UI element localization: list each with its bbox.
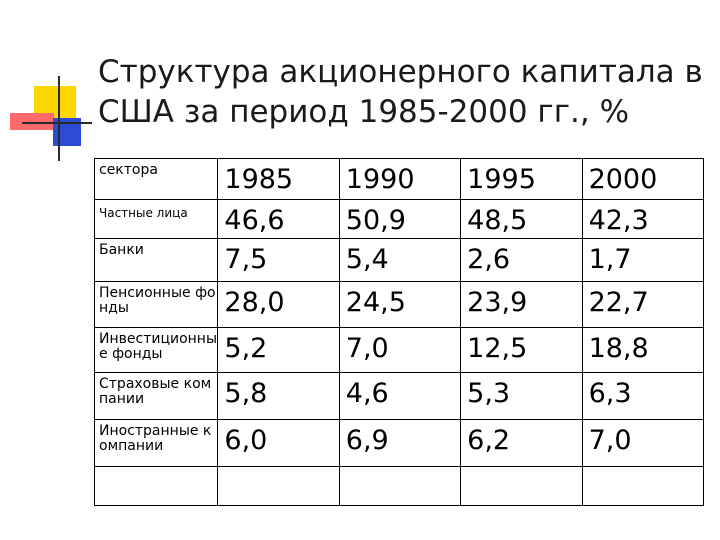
slide-title: Структура акционерного капитала в США за… xyxy=(98,52,703,132)
row-label: Частные лица xyxy=(99,206,188,220)
slide-title-line-2: США за период 1985-2000 гг., % xyxy=(98,94,630,130)
slide-title-line-1: Структура акционерного капитала в xyxy=(98,54,703,90)
row-label: Инвестиционные фонды xyxy=(99,331,217,362)
table-row-empty xyxy=(93,466,705,506)
cell-value: 5,2 xyxy=(224,333,268,364)
shareholder-structure-table: сектора 1985 1990 1995 2000 Частные лица… xyxy=(93,158,705,506)
table-row: Пенсионные фонды 28,0 24,5 23,9 22,7 xyxy=(93,281,705,328)
header-year-2000: 2000 xyxy=(588,164,658,195)
cell-value: 22,7 xyxy=(588,287,649,318)
row-label: Банки xyxy=(99,242,144,258)
cell-value: 42,3 xyxy=(588,205,649,236)
cell-value: 7,0 xyxy=(345,333,389,364)
cell-value: 12,5 xyxy=(467,333,528,364)
cell-value: 6,2 xyxy=(467,425,511,456)
cell-value: 6,9 xyxy=(345,425,389,456)
table-row: Частные лица 46,6 50,9 48,5 42,3 xyxy=(93,199,705,239)
cell-value: 5,3 xyxy=(467,378,511,409)
header-year-1995: 1995 xyxy=(467,164,536,195)
cell-value: 18,8 xyxy=(588,333,649,364)
cell-value: 48,5 xyxy=(467,205,528,236)
table-row: Страховые компании 5,8 4,6 5,3 6,3 xyxy=(93,372,705,420)
table-row: Банки 7,5 5,4 2,6 1,7 xyxy=(93,238,705,282)
cell-value: 5,8 xyxy=(224,378,268,409)
cell-value: 7,5 xyxy=(224,244,268,275)
cell-value: 6,3 xyxy=(588,378,632,409)
cell-value: 50,9 xyxy=(345,205,406,236)
cell-value: 5,4 xyxy=(345,244,389,275)
cell-value: 2,6 xyxy=(467,244,511,275)
table-row: Иностранные компании 6,0 6,9 6,2 7,0 xyxy=(93,419,705,467)
table-row: Инвестиционные фонды 5,2 7,0 12,5 18,8 xyxy=(93,327,705,373)
decor-vertical-line xyxy=(58,76,60,161)
header-sector: сектора xyxy=(99,162,158,178)
row-label: Пенсионные фонды xyxy=(99,285,216,316)
cell-value: 4,6 xyxy=(345,378,389,409)
cell-value: 24,5 xyxy=(345,287,406,318)
header-year-1990: 1990 xyxy=(345,164,415,195)
decor-horizontal-line xyxy=(22,122,92,124)
cell-value: 46,6 xyxy=(224,205,285,236)
cell-value: 7,0 xyxy=(588,425,632,456)
table-header-row: сектора 1985 1990 1995 2000 xyxy=(93,158,705,200)
cell-value: 23,9 xyxy=(467,287,528,318)
cell-value: 28,0 xyxy=(224,287,285,318)
row-label: Страховые компании xyxy=(99,376,212,407)
cell-value: 6,0 xyxy=(224,425,268,456)
row-label: Иностранные компании xyxy=(99,423,212,454)
cell-value: 1,7 xyxy=(588,244,632,275)
decor-red-bar xyxy=(10,113,54,130)
header-year-1985: 1985 xyxy=(224,164,294,195)
